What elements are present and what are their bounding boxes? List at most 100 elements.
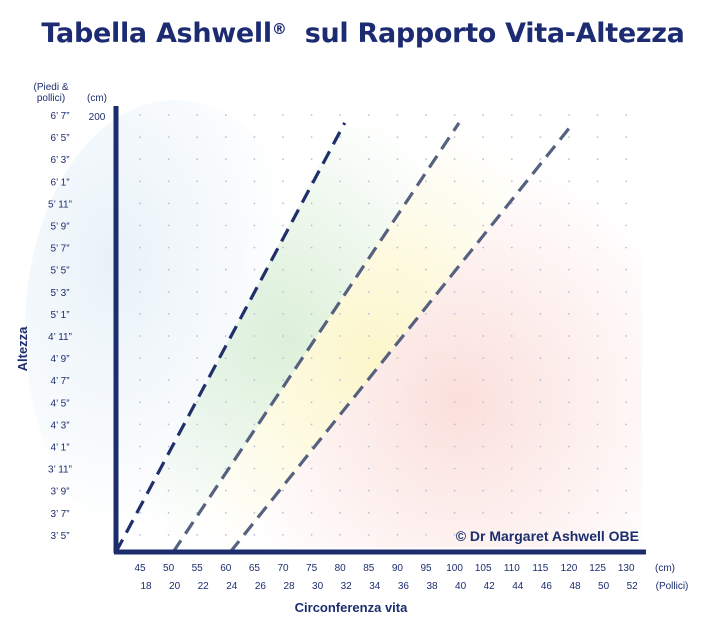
grid-dot xyxy=(139,136,141,139)
grid-dot xyxy=(425,202,427,205)
grid-dot xyxy=(196,534,199,536)
x-tick-inches: 26 xyxy=(255,581,267,592)
grid-dot xyxy=(310,290,313,293)
grid-dot xyxy=(253,489,256,492)
grid-dot xyxy=(282,379,284,382)
grid-dot xyxy=(510,445,513,448)
grid-dot xyxy=(596,290,599,293)
grid-dot xyxy=(339,335,342,337)
grid-dot xyxy=(482,357,485,359)
grid-dot xyxy=(139,290,141,293)
y-tick-feet: 4’ 5” xyxy=(50,398,69,409)
grid-dot xyxy=(253,180,256,183)
grid-dot xyxy=(253,268,256,271)
grid-dot xyxy=(539,379,542,382)
grid-dot xyxy=(568,335,570,337)
grid-dot xyxy=(453,357,456,359)
grid-dot xyxy=(596,401,599,404)
grid-dot xyxy=(167,511,170,514)
grid-dot xyxy=(396,335,399,337)
grid-dot xyxy=(196,268,199,271)
grid-dot xyxy=(224,401,227,404)
grid-dot xyxy=(425,114,427,116)
grid-dot xyxy=(482,511,485,514)
grid-dot xyxy=(224,423,227,426)
y-tick-feet: 3’ 9” xyxy=(50,487,69,498)
grid-dot xyxy=(568,180,570,183)
grid-dot xyxy=(453,401,456,404)
grid-dot xyxy=(139,158,141,161)
grid-dot xyxy=(339,136,342,139)
grid-dot xyxy=(282,489,284,492)
x-tick-cm: 125 xyxy=(589,563,606,574)
grid-dot xyxy=(339,224,342,227)
grid-dot xyxy=(367,489,370,492)
grid-dot xyxy=(625,445,628,448)
x-tick-inches: 24 xyxy=(226,581,238,592)
grid-dot xyxy=(224,224,227,227)
grid-dot xyxy=(625,180,628,183)
grid-dot xyxy=(510,290,513,293)
grid-dot xyxy=(253,379,256,382)
grid-dot xyxy=(453,313,456,315)
grid-dot xyxy=(310,114,313,116)
y-tick-feet: 4’ 1” xyxy=(50,443,69,454)
grid-dot xyxy=(139,114,141,116)
grid-dot xyxy=(139,224,141,227)
grid-dot xyxy=(482,335,485,337)
grid-dot xyxy=(282,534,284,536)
grid-dot xyxy=(139,180,141,183)
grid-dot xyxy=(396,534,399,536)
grid-dot xyxy=(482,180,485,183)
grid-dot xyxy=(568,224,570,227)
grid-dot xyxy=(453,180,456,183)
x-tick-cm: 70 xyxy=(277,563,289,574)
grid-dot xyxy=(339,534,342,536)
grid-dot xyxy=(596,158,599,161)
grid-dot xyxy=(224,313,227,315)
y-axis-title: Altezza xyxy=(15,326,30,372)
grid-dot xyxy=(539,445,542,448)
grid-dot xyxy=(253,423,256,426)
grid-dot xyxy=(510,467,513,470)
grid-dot xyxy=(367,136,370,139)
grid-dot xyxy=(339,467,342,470)
grid-dot xyxy=(367,423,370,426)
grid-dot xyxy=(224,246,227,249)
grid-dot xyxy=(425,379,427,382)
grid-dot xyxy=(139,489,141,492)
grid-dot xyxy=(453,445,456,448)
grid-dot xyxy=(339,489,342,492)
grid-dot xyxy=(224,445,227,448)
grid-dot xyxy=(482,246,485,249)
grid-dot xyxy=(453,511,456,514)
x-tick-inches: 40 xyxy=(455,581,467,592)
y-unit-feet-header-line2: pollici) xyxy=(37,93,65,104)
grid-dot xyxy=(367,511,370,514)
grid-dot xyxy=(367,246,370,249)
x-tick-cm: 65 xyxy=(249,563,261,574)
grid-dot xyxy=(568,534,570,536)
grid-dot xyxy=(539,202,542,205)
grid-dot xyxy=(396,401,399,404)
grid-dot xyxy=(339,268,342,271)
grid-dot xyxy=(253,467,256,470)
grid-dot xyxy=(539,290,542,293)
grid-dot xyxy=(339,357,342,359)
grid-dot xyxy=(196,224,199,227)
grid-dot xyxy=(139,268,141,271)
grid-dot xyxy=(396,268,399,271)
grid-dot xyxy=(425,290,427,293)
y-unit-cm-header: (cm) xyxy=(87,93,107,104)
grid-dot xyxy=(482,158,485,161)
grid-dot xyxy=(253,401,256,404)
grid-dot xyxy=(510,335,513,337)
grid-dot xyxy=(253,335,256,337)
grid-dot xyxy=(224,467,227,470)
grid-dot xyxy=(196,202,199,205)
y-tick-feet: 5’ 3” xyxy=(50,288,69,299)
grid-dot xyxy=(596,180,599,183)
grid-dot xyxy=(425,136,427,139)
grid-dot xyxy=(596,313,599,315)
grid-dot xyxy=(196,467,199,470)
